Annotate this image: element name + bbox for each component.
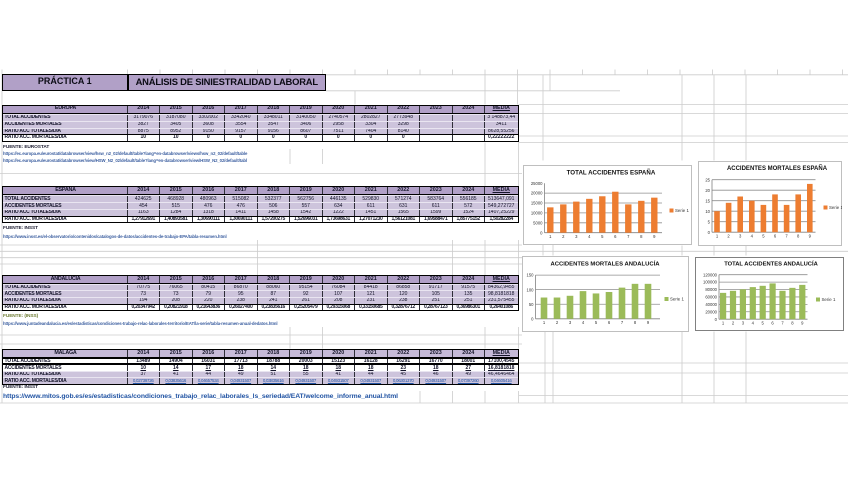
svg-text:2: 2 bbox=[556, 320, 559, 325]
svg-text:3: 3 bbox=[575, 233, 578, 238]
svg-text:5: 5 bbox=[595, 320, 598, 325]
svg-text:5: 5 bbox=[601, 233, 604, 238]
svg-text:2: 2 bbox=[727, 233, 730, 238]
svg-text:0: 0 bbox=[540, 230, 543, 235]
svg-text:80000: 80000 bbox=[705, 287, 717, 292]
svg-text:0: 0 bbox=[715, 317, 718, 322]
svg-text:6: 6 bbox=[774, 233, 777, 238]
svg-text:4: 4 bbox=[588, 233, 591, 238]
svg-text:20000: 20000 bbox=[705, 309, 717, 314]
svg-text:2: 2 bbox=[732, 320, 735, 325]
svg-text:150: 150 bbox=[527, 272, 535, 277]
svg-text:Serie 1: Serie 1 bbox=[670, 296, 684, 301]
svg-text:8: 8 bbox=[797, 233, 800, 238]
svg-text:1: 1 bbox=[716, 233, 719, 238]
svg-text:TOTAL ACCIDENTES ESPAÑA: TOTAL ACCIDENTES ESPAÑA bbox=[567, 169, 656, 176]
svg-text:9: 9 bbox=[653, 233, 656, 238]
svg-text:TOTAL ACCIDENTES ANDALUCÍA: TOTAL ACCIDENTES ANDALUCÍA bbox=[724, 260, 818, 268]
svg-text:5000: 5000 bbox=[533, 220, 543, 225]
svg-text:9: 9 bbox=[809, 233, 812, 238]
svg-text:120000: 120000 bbox=[703, 272, 718, 277]
svg-text:ACCIDENTES MORTALES ESPAÑA: ACCIDENTES MORTALES ESPAÑA bbox=[727, 165, 828, 172]
svg-text:4: 4 bbox=[751, 233, 754, 238]
svg-text:6: 6 bbox=[608, 320, 611, 325]
svg-text:7: 7 bbox=[621, 320, 624, 325]
svg-text:Serie 1: Serie 1 bbox=[675, 207, 689, 212]
svg-text:10000: 10000 bbox=[531, 210, 543, 215]
svg-text:15000: 15000 bbox=[531, 200, 543, 205]
svg-text:6: 6 bbox=[771, 320, 774, 325]
svg-text:25: 25 bbox=[705, 177, 710, 182]
svg-text:25000: 25000 bbox=[531, 180, 543, 185]
svg-text:Serie 1: Serie 1 bbox=[822, 297, 836, 302]
svg-text:100: 100 bbox=[527, 287, 535, 292]
svg-text:8: 8 bbox=[640, 233, 643, 238]
svg-text:20000: 20000 bbox=[531, 190, 543, 195]
svg-text:8: 8 bbox=[634, 320, 637, 325]
svg-text:1: 1 bbox=[543, 320, 546, 325]
svg-text:Serie 1: Serie 1 bbox=[829, 204, 842, 209]
svg-text:5: 5 bbox=[762, 233, 765, 238]
svg-text:10: 10 bbox=[705, 208, 710, 213]
svg-text:1: 1 bbox=[722, 320, 725, 325]
svg-text:3: 3 bbox=[739, 233, 742, 238]
svg-text:3: 3 bbox=[742, 320, 745, 325]
svg-text:7: 7 bbox=[785, 233, 788, 238]
svg-text:6: 6 bbox=[614, 233, 617, 238]
svg-text:20: 20 bbox=[705, 187, 710, 192]
svg-text:ACCIDENTES MORTALES ANDALUCÍA: ACCIDENTES MORTALES ANDALUCÍA bbox=[551, 259, 661, 267]
svg-text:5: 5 bbox=[708, 219, 711, 224]
svg-text:50: 50 bbox=[529, 301, 534, 306]
svg-text:9: 9 bbox=[647, 320, 650, 325]
svg-text:100000: 100000 bbox=[703, 280, 718, 285]
svg-text:0: 0 bbox=[531, 316, 534, 321]
svg-text:4: 4 bbox=[582, 320, 585, 325]
svg-text:4: 4 bbox=[752, 320, 755, 325]
svg-text:7: 7 bbox=[781, 320, 784, 325]
svg-text:15: 15 bbox=[705, 198, 710, 203]
svg-text:1: 1 bbox=[549, 233, 552, 238]
svg-text:5: 5 bbox=[762, 320, 765, 325]
svg-text:60000: 60000 bbox=[705, 295, 717, 300]
svg-text:2: 2 bbox=[562, 233, 565, 238]
svg-text:9: 9 bbox=[801, 320, 804, 325]
svg-text:8: 8 bbox=[791, 320, 794, 325]
svg-text:40000: 40000 bbox=[705, 302, 717, 307]
svg-text:7: 7 bbox=[627, 233, 630, 238]
svg-text:0: 0 bbox=[708, 229, 711, 234]
svg-text:3: 3 bbox=[569, 320, 572, 325]
